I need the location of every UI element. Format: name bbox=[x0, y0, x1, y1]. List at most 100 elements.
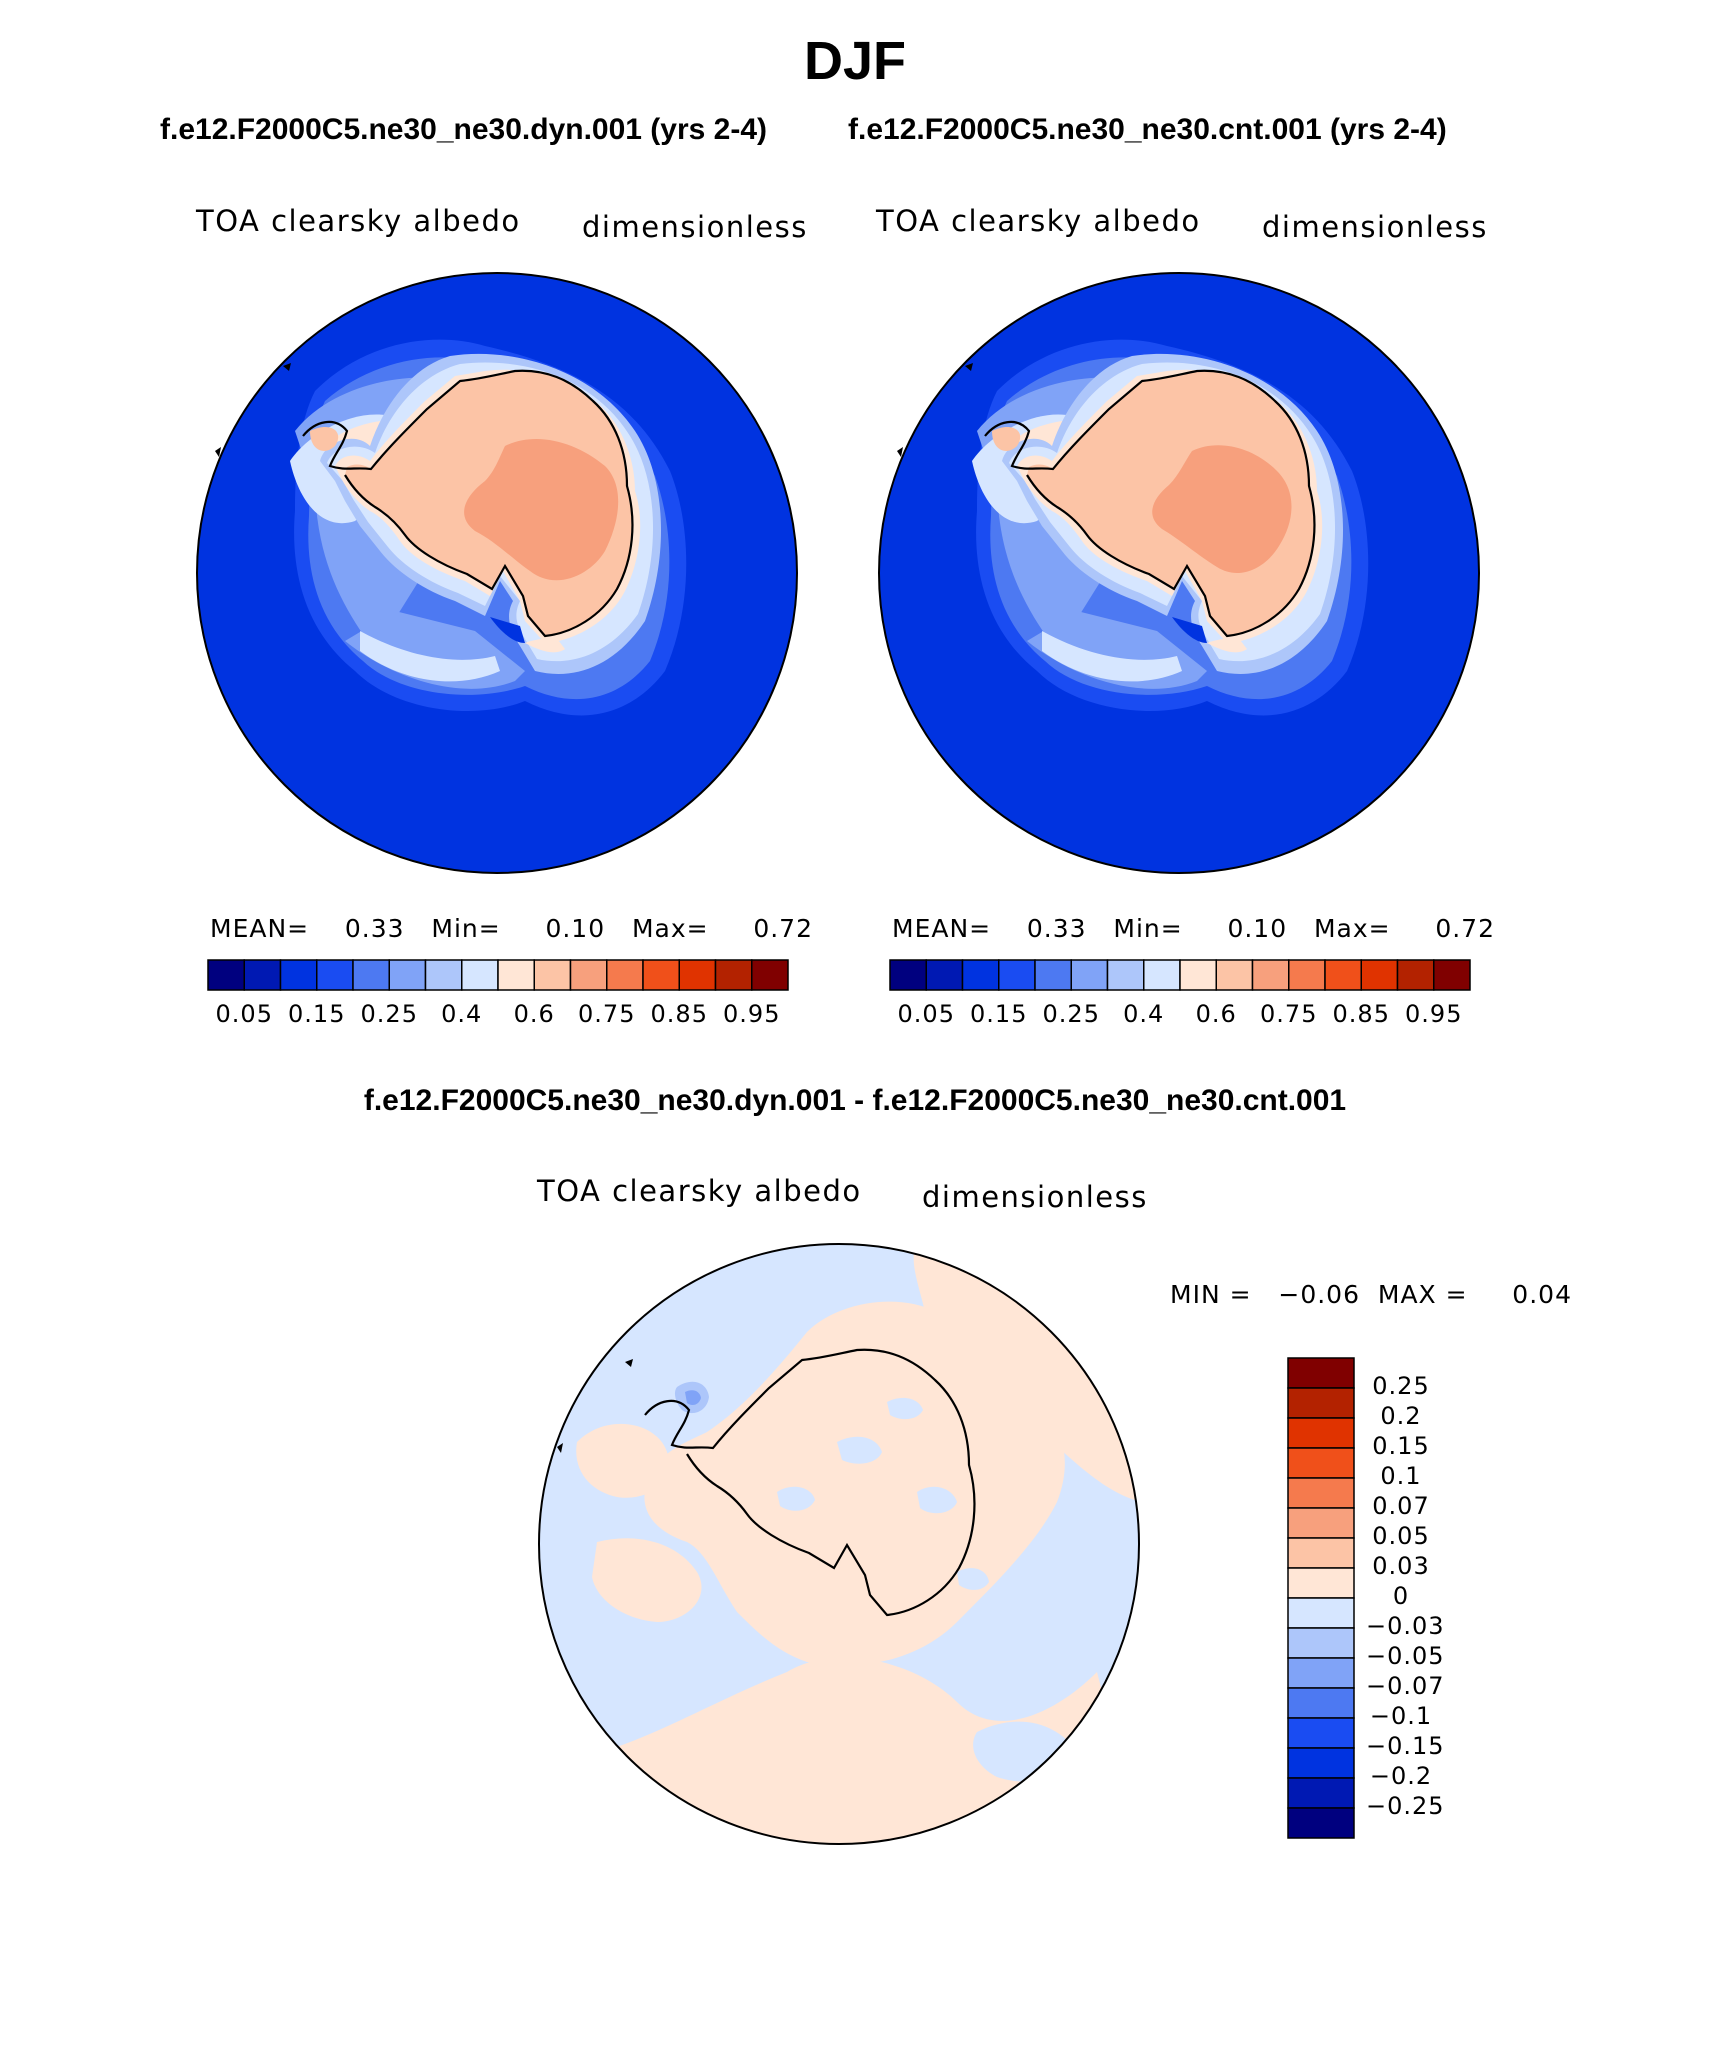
colorbar-swatch bbox=[1287, 1387, 1355, 1419]
colorbar-swatch bbox=[1288, 959, 1326, 991]
colorbar-tick-label: 0.4 bbox=[441, 1000, 483, 1028]
colorbar-tick-label: 0.15 bbox=[1372, 1432, 1430, 1460]
colorbar-swatch bbox=[1179, 959, 1217, 991]
colorbar-swatch bbox=[1215, 959, 1254, 991]
diff-minmax: MIN = −0.06 MAX = 0.04 bbox=[1170, 1280, 1572, 1309]
colorbar-tick-label: 0.85 bbox=[650, 1000, 708, 1028]
difference-colorbar-ticks: 0.25 0.2 0.15 0.1 0.07 0.05 0.03 0 −0.03 −0.05 −0.… bbox=[1366, 1356, 1526, 1842]
colorbar-swatch bbox=[1106, 959, 1145, 991]
panel2-colorbar-ticks: 0.05 0.15 0.25 0.4 0.6 0.75 0.85 0.95 bbox=[888, 1000, 1472, 1034]
colorbar-tick-label: −0.03 bbox=[1366, 1612, 1445, 1640]
colorbar-tick-label: 0.07 bbox=[1372, 1492, 1430, 1520]
coastline bbox=[984, 369, 1316, 638]
difference-title: f.e12.F2000C5.ne30_ne30.dyn.001 - f.e12.… bbox=[363, 1084, 1347, 1117]
colorbar-swatch bbox=[1287, 1657, 1355, 1689]
colorbar-tick-label: 0.05 bbox=[215, 1000, 273, 1028]
colorbar-swatch bbox=[642, 959, 680, 991]
panel2-map bbox=[878, 272, 1480, 874]
case-title-cnt: f.e12.F2000C5.ne30_ne30.cnt.001 (yrs 2-4… bbox=[848, 113, 1447, 146]
difference-map bbox=[538, 1243, 1140, 1845]
colorbar-swatch bbox=[1287, 1627, 1355, 1659]
colorbar-swatch bbox=[424, 959, 463, 991]
colorbar-swatch bbox=[279, 959, 318, 991]
colorbar-swatch bbox=[1287, 1507, 1355, 1539]
colorbar-tick-label: 0.15 bbox=[970, 1000, 1028, 1028]
colorbar-swatch bbox=[751, 959, 789, 991]
colorbar-swatch bbox=[1143, 959, 1181, 991]
colorbar-swatch bbox=[388, 959, 427, 991]
colorbar-tick-label: 0.15 bbox=[288, 1000, 346, 1028]
colorbar-swatch bbox=[207, 959, 245, 991]
colorbar-tick-label: 0.25 bbox=[1042, 1000, 1100, 1028]
colorbar-tick-label: 0.4 bbox=[1123, 1000, 1165, 1028]
colorbar-swatch bbox=[1287, 1537, 1355, 1569]
panel1-variable: TOA clearsky albedo bbox=[196, 204, 521, 238]
colorbar-tick-label: 0.05 bbox=[1372, 1522, 1430, 1550]
coastline bbox=[302, 369, 634, 638]
coastline bbox=[644, 1348, 976, 1617]
colorbar-tick-label: −0.07 bbox=[1366, 1672, 1445, 1700]
colorbar-tick-label: 0.75 bbox=[1260, 1000, 1318, 1028]
page-title: DJF bbox=[803, 31, 906, 91]
colorbar-tick-label: 0.6 bbox=[513, 1000, 555, 1028]
panel1-colorbar bbox=[207, 959, 789, 991]
colorbar-swatch bbox=[352, 959, 390, 991]
colorbar-swatch bbox=[1287, 1717, 1355, 1749]
diff-variable: TOA clearsky albedo bbox=[537, 1174, 862, 1208]
colorbar-swatch bbox=[1287, 1687, 1355, 1719]
colorbar-swatch bbox=[1433, 959, 1471, 991]
colorbar-swatch bbox=[1287, 1567, 1355, 1599]
colorbar-tick-label: 0.1 bbox=[1380, 1462, 1422, 1490]
colorbar-swatch bbox=[1287, 1747, 1355, 1779]
panel2-stats: MEAN= 0.33 Min= 0.10 Max= 0.72 bbox=[892, 914, 1495, 943]
panel1-units: dimensionless bbox=[582, 210, 808, 244]
colorbar-tick-label: −0.2 bbox=[1369, 1762, 1433, 1790]
colorbar-swatch bbox=[1287, 1417, 1355, 1449]
colorbar-swatch bbox=[1287, 1447, 1355, 1479]
colorbar-tick-label: 0.85 bbox=[1332, 1000, 1390, 1028]
colorbar-tick-label: −0.1 bbox=[1369, 1702, 1433, 1730]
colorbar-swatch bbox=[1287, 1597, 1355, 1629]
colorbar-tick-label: 0.95 bbox=[1405, 1000, 1463, 1028]
colorbar-swatch bbox=[1251, 959, 1290, 991]
colorbar-swatch bbox=[678, 959, 717, 991]
colorbar-swatch bbox=[1287, 1477, 1355, 1509]
colorbar-swatch bbox=[1324, 959, 1362, 991]
colorbar-swatch bbox=[1287, 1777, 1355, 1809]
colorbar-swatch bbox=[243, 959, 282, 991]
colorbar-tick-label: −0.15 bbox=[1366, 1732, 1445, 1760]
colorbar-swatch bbox=[497, 959, 535, 991]
colorbar-swatch bbox=[1070, 959, 1109, 991]
colorbar-swatch bbox=[1287, 1357, 1355, 1389]
colorbar-swatch bbox=[533, 959, 572, 991]
colorbar-swatch bbox=[316, 959, 354, 991]
colorbar-swatch bbox=[889, 959, 927, 991]
colorbar-swatch bbox=[1396, 959, 1435, 991]
colorbar-tick-label: 0.25 bbox=[360, 1000, 418, 1028]
panel2-variable: TOA clearsky albedo bbox=[876, 204, 1201, 238]
colorbar-tick-label: 0.03 bbox=[1372, 1552, 1430, 1580]
colorbar-swatch bbox=[925, 959, 964, 991]
colorbar-swatch bbox=[961, 959, 1000, 991]
diff-units: dimensionless bbox=[922, 1180, 1148, 1214]
colorbar-tick-label: 0.75 bbox=[578, 1000, 636, 1028]
colorbar-tick-label: 0.05 bbox=[897, 1000, 955, 1028]
colorbar-swatch bbox=[1034, 959, 1072, 991]
colorbar-swatch bbox=[1287, 1807, 1355, 1839]
panel1-colorbar-ticks: 0.05 0.15 0.25 0.4 0.6 0.75 0.85 0.95 bbox=[206, 1000, 790, 1034]
colorbar-tick-label: 0.95 bbox=[723, 1000, 781, 1028]
colorbar-tick-label: 0.25 bbox=[1372, 1372, 1430, 1400]
colorbar-swatch bbox=[461, 959, 499, 991]
colorbar-tick-label: −0.05 bbox=[1366, 1642, 1445, 1670]
case-title-dyn: f.e12.F2000C5.ne30_ne30.dyn.001 (yrs 2-4… bbox=[160, 113, 768, 146]
panel2-colorbar bbox=[889, 959, 1471, 991]
colorbar-swatch bbox=[569, 959, 608, 991]
panel1-map bbox=[196, 272, 798, 874]
colorbar-tick-label: 0 bbox=[1392, 1582, 1410, 1610]
colorbar-swatch bbox=[714, 959, 753, 991]
colorbar-swatch bbox=[1360, 959, 1399, 991]
difference-colorbar bbox=[1287, 1357, 1355, 1839]
colorbar-swatch bbox=[606, 959, 644, 991]
colorbar-tick-label: −0.25 bbox=[1366, 1792, 1445, 1820]
panel1-stats: MEAN= 0.33 Min= 0.10 Max= 0.72 bbox=[210, 914, 813, 943]
